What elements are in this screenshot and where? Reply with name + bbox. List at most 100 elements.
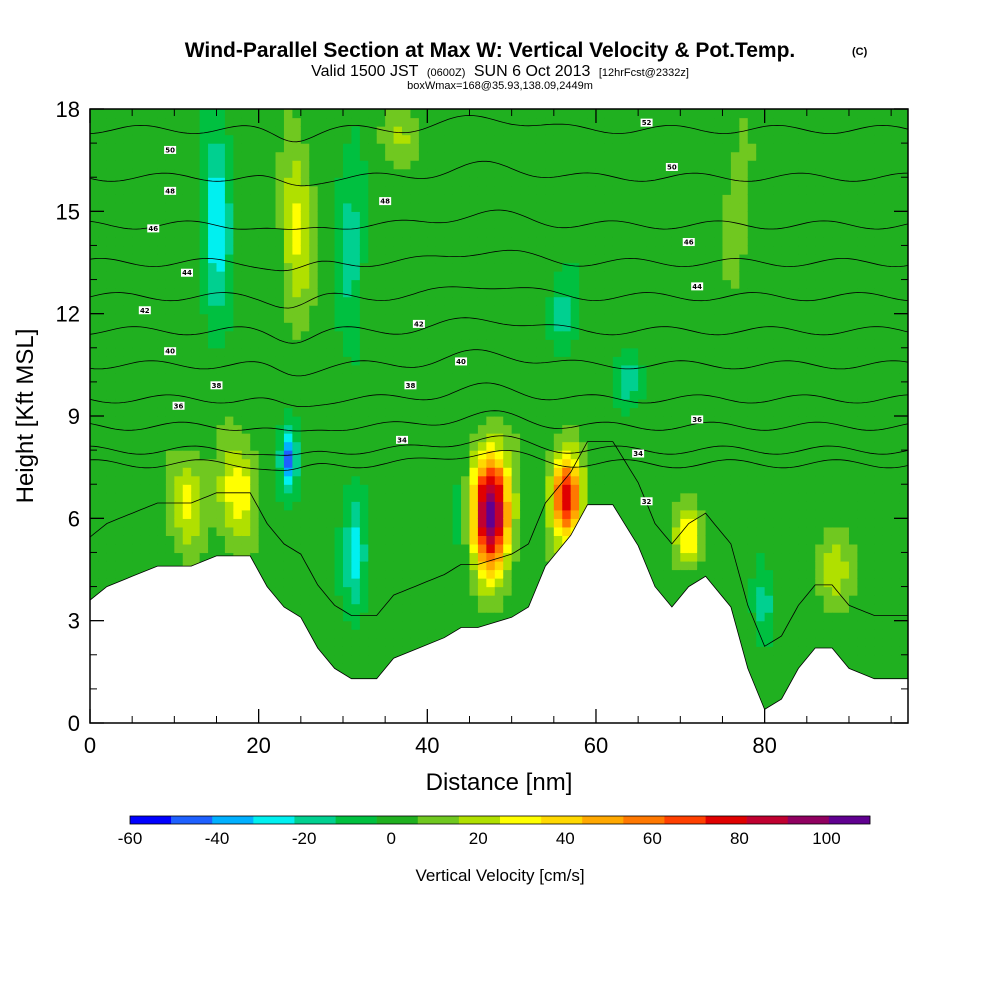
w-cell — [469, 262, 479, 272]
w-cell — [503, 236, 513, 247]
w-cell — [579, 262, 589, 272]
w-cell — [123, 484, 133, 494]
w-cell — [191, 347, 201, 357]
w-cell — [165, 518, 175, 528]
w-cell — [292, 467, 302, 477]
w-cell — [351, 322, 361, 332]
w-cell — [90, 492, 100, 502]
w-cell — [174, 211, 184, 221]
w-cell — [224, 253, 234, 264]
w-cell — [410, 305, 420, 315]
w-cell — [503, 441, 513, 451]
w-cell — [326, 586, 336, 596]
w-cell — [629, 424, 639, 434]
w-cell — [477, 450, 487, 460]
w-cell — [528, 219, 538, 229]
w-cell — [267, 160, 277, 170]
w-cell — [359, 262, 369, 272]
w-cell — [511, 330, 521, 340]
w-cell — [317, 143, 327, 153]
w-cell — [368, 663, 378, 673]
w-cell — [477, 424, 487, 434]
w-cell — [663, 475, 673, 485]
w-cell — [629, 492, 639, 502]
w-cell — [477, 296, 487, 306]
w-cell — [368, 177, 378, 187]
w-cell — [250, 356, 260, 366]
w-cell — [292, 518, 302, 528]
w-cell — [418, 126, 428, 136]
w-cell — [511, 339, 521, 349]
w-cell — [368, 236, 378, 247]
w-cell — [435, 211, 445, 221]
w-cell — [368, 262, 378, 272]
w-cell — [536, 475, 546, 485]
w-cell — [115, 526, 125, 536]
w-cell — [275, 458, 285, 468]
w-cell — [402, 484, 412, 494]
w-cell — [250, 467, 260, 477]
w-cell — [149, 160, 159, 170]
w-cell — [300, 416, 310, 426]
w-cell — [106, 151, 116, 161]
w-cell — [326, 492, 336, 502]
w-cell — [528, 501, 538, 511]
w-cell — [604, 484, 614, 494]
w-cell — [140, 560, 150, 571]
w-cell — [376, 313, 386, 323]
w-cell — [267, 398, 277, 409]
w-cell — [241, 288, 251, 298]
w-cell — [477, 117, 487, 127]
w-cell — [579, 492, 589, 502]
w-cell — [646, 271, 656, 281]
w-cell — [174, 458, 184, 468]
w-cell — [309, 416, 319, 426]
w-cell — [376, 151, 386, 161]
w-cell — [663, 373, 673, 383]
w-cell — [342, 381, 353, 392]
w-cell — [317, 339, 327, 349]
w-cell — [250, 168, 260, 178]
w-cell — [174, 202, 184, 212]
w-cell — [149, 126, 159, 136]
w-cell — [612, 219, 622, 229]
w-cell — [241, 416, 251, 426]
w-cell — [503, 126, 513, 136]
w-cell — [157, 509, 167, 519]
w-cell — [655, 339, 665, 349]
w-cell — [536, 543, 546, 554]
w-cell — [528, 560, 538, 571]
w-cell — [638, 475, 648, 485]
w-cell — [208, 492, 218, 502]
w-cell — [520, 526, 530, 536]
w-cell — [469, 433, 479, 443]
w-cell — [267, 109, 277, 119]
w-cell — [275, 151, 285, 161]
w-cell — [216, 202, 226, 212]
w-cell — [149, 262, 159, 272]
w-cell — [106, 518, 116, 528]
w-cell — [621, 126, 631, 136]
w-cell — [444, 177, 454, 187]
w-cell — [444, 143, 454, 153]
w-cell — [326, 228, 336, 238]
w-cell — [317, 433, 327, 443]
w-cell — [503, 288, 513, 298]
w-cell — [292, 586, 302, 596]
w-cell — [300, 433, 310, 443]
w-cell — [191, 296, 201, 306]
w-cell — [629, 211, 639, 221]
w-cell — [208, 458, 218, 468]
w-cell — [309, 552, 319, 562]
w-cell — [182, 109, 192, 119]
w-cell — [90, 271, 100, 281]
w-cell — [410, 117, 420, 127]
w-cell — [334, 595, 344, 605]
w-cell — [216, 518, 226, 528]
w-cell — [317, 194, 327, 204]
w-cell — [359, 279, 369, 289]
w-cell — [258, 151, 268, 161]
w-cell — [250, 398, 260, 409]
w-cell — [621, 219, 631, 229]
w-cell — [536, 526, 546, 536]
